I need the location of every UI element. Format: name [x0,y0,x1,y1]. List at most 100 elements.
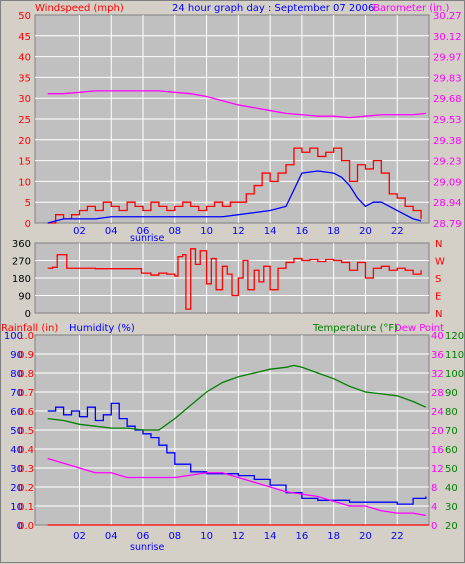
top-hour-tick-label: 20 [359,226,372,237]
barometer-tick-label: 29.38 [433,136,462,147]
barometer-tick-label: 30.12 [433,32,462,43]
dewpoint-tick-label: 12 [431,464,444,475]
top-hour-tick-label: 14 [264,226,277,237]
bottom-hour-tick-label: 08 [168,531,181,542]
direction-degree-tick-label: 360 [12,239,31,250]
top-hour-tick-label: 02 [73,226,86,237]
barometer-tick-label: 29.23 [433,157,462,168]
temperature-tick-label: 110 [445,350,464,361]
humidity-axis-title: Humidity (%) [69,323,135,334]
humidity-tick-label: 40 [10,445,23,456]
barometer-tick-label: 29.97 [433,53,462,64]
rainfall-tick-label: 0.2 [18,483,34,494]
data-series [47,90,429,526]
dewpoint-axis-title: Dew Point [394,323,444,334]
dewpoint-tick-label: 20 [431,426,444,437]
dewpoint-tick-label: 8 [431,483,437,494]
humidity-tick-label: 20 [10,483,23,494]
windspeed-tick-label: 15 [18,157,31,168]
bottom-hour-tick-label: 18 [327,531,340,542]
rainfall-tick-label: 0.4 [18,445,34,456]
grid-lines [35,15,429,525]
chart-title: 24 hour graph day : September 07 2006 [172,3,374,14]
wind-direction-series-line [47,248,422,310]
barometer-tick-label: 30.27 [433,11,462,22]
windspeed-tick-label: 25 [18,115,31,126]
barometer-series-line [47,90,426,119]
temperature-tick-label: 30 [445,502,458,513]
dewpoint-tick-label: 4 [431,502,437,513]
sunrise-label-bottom: sunrise [130,542,164,553]
humidity-tick-label: 60 [10,407,23,418]
bottom-hour-tick-label: 22 [391,531,404,542]
direction-compass-tick-label: N [435,239,442,250]
bottom-hour-tick-label: 12 [232,531,245,542]
windspeed-tick-label: 10 [18,177,31,188]
direction-compass-tick-label: N [435,309,442,320]
dewpoint-tick-label: 28 [431,388,444,399]
windspeed-tick-label: 30 [18,94,31,105]
direction-degree-tick-label: 270 [12,257,31,268]
rainfall-tick-label: 0.6 [18,407,34,418]
rainfall-axis-title: Rainfall (in) [1,323,58,334]
rainfall-tick-label: 1.0 [18,331,34,342]
windspeed-tick-label: 0 [25,219,31,230]
barometer-tick-label: 29.68 [433,94,462,105]
dewpoint-tick-label: 0 [431,521,437,532]
humidity-tick-label: 50 [10,426,23,437]
temperature-tick-label: 50 [445,464,458,475]
sunrise-label-top: sunrise [130,233,164,244]
dewpoint-tick-label: 24 [431,407,444,418]
rainfall-tick-label: 0.5 [18,426,34,437]
windspeed-tick-label: 40 [18,53,31,64]
barometer-tick-label: 28.94 [433,198,462,209]
rainfall-tick-label: 0.1 [18,502,34,513]
wind-average-series-line [47,170,422,224]
temperature-axis-title: Temperature (°F) [312,323,398,334]
temperature-tick-label: 60 [445,445,458,456]
humidity-tick-label: 10 [10,502,23,513]
bottom-hour-tick-label: 02 [73,531,86,542]
direction-degree-tick-label: 180 [12,274,31,285]
barometer-axis-title: Barometer (in.) [373,3,449,14]
windspeed-tick-label: 20 [18,136,31,147]
temperature-series-line [47,364,427,431]
direction-compass-tick-label: W [435,257,445,268]
humidity-tick-label: 30 [10,464,23,475]
barometer-tick-label: 28.79 [433,219,462,230]
windspeed-tick-label: 5 [25,198,31,209]
temperature-tick-label: 90 [445,388,458,399]
humidity-tick-label: 80 [10,369,23,380]
humidity-series-line [47,402,427,505]
bottom-hour-tick-label: 06 [137,531,150,542]
humidity-tick-label: 0 [17,521,23,532]
top-hour-tick-label: 12 [232,226,245,237]
windspeed-tick-label: 35 [18,73,31,84]
dewpoint-tick-label: 40 [431,331,444,342]
barometer-tick-label: 29.53 [433,115,462,126]
windspeed-tick-label: 45 [18,32,31,43]
windspeed-series-line [47,147,422,224]
windspeed-tick-label: 50 [18,11,31,22]
top-hour-tick-label: 06 [137,226,150,237]
axis-labels: 0510152025303540455028.7928.9429.0929.23… [4,11,464,542]
bottom-hour-tick-label: 20 [359,531,372,542]
direction-degree-tick-label: 90 [18,292,31,303]
direction-degree-tick-label: 0 [25,309,31,320]
temperature-tick-label: 70 [445,426,458,437]
bottom-hour-tick-label: 10 [200,531,213,542]
temperature-tick-label: 80 [445,407,458,418]
top-hour-tick-label: 16 [296,226,309,237]
temperature-tick-label: 120 [445,331,464,342]
rainfall-tick-label: 0.7 [18,388,34,399]
top-hour-tick-label: 10 [200,226,213,237]
humidity-tick-label: 70 [10,388,23,399]
rainfall-tick-label: 0.0 [18,521,34,532]
barometer-tick-label: 29.83 [433,73,462,84]
dewpoint-tick-label: 32 [431,369,444,380]
rainfall-tick-label: 0.8 [18,369,34,380]
humidity-tick-label: 90 [10,350,23,361]
top-hour-tick-label: 18 [327,226,340,237]
